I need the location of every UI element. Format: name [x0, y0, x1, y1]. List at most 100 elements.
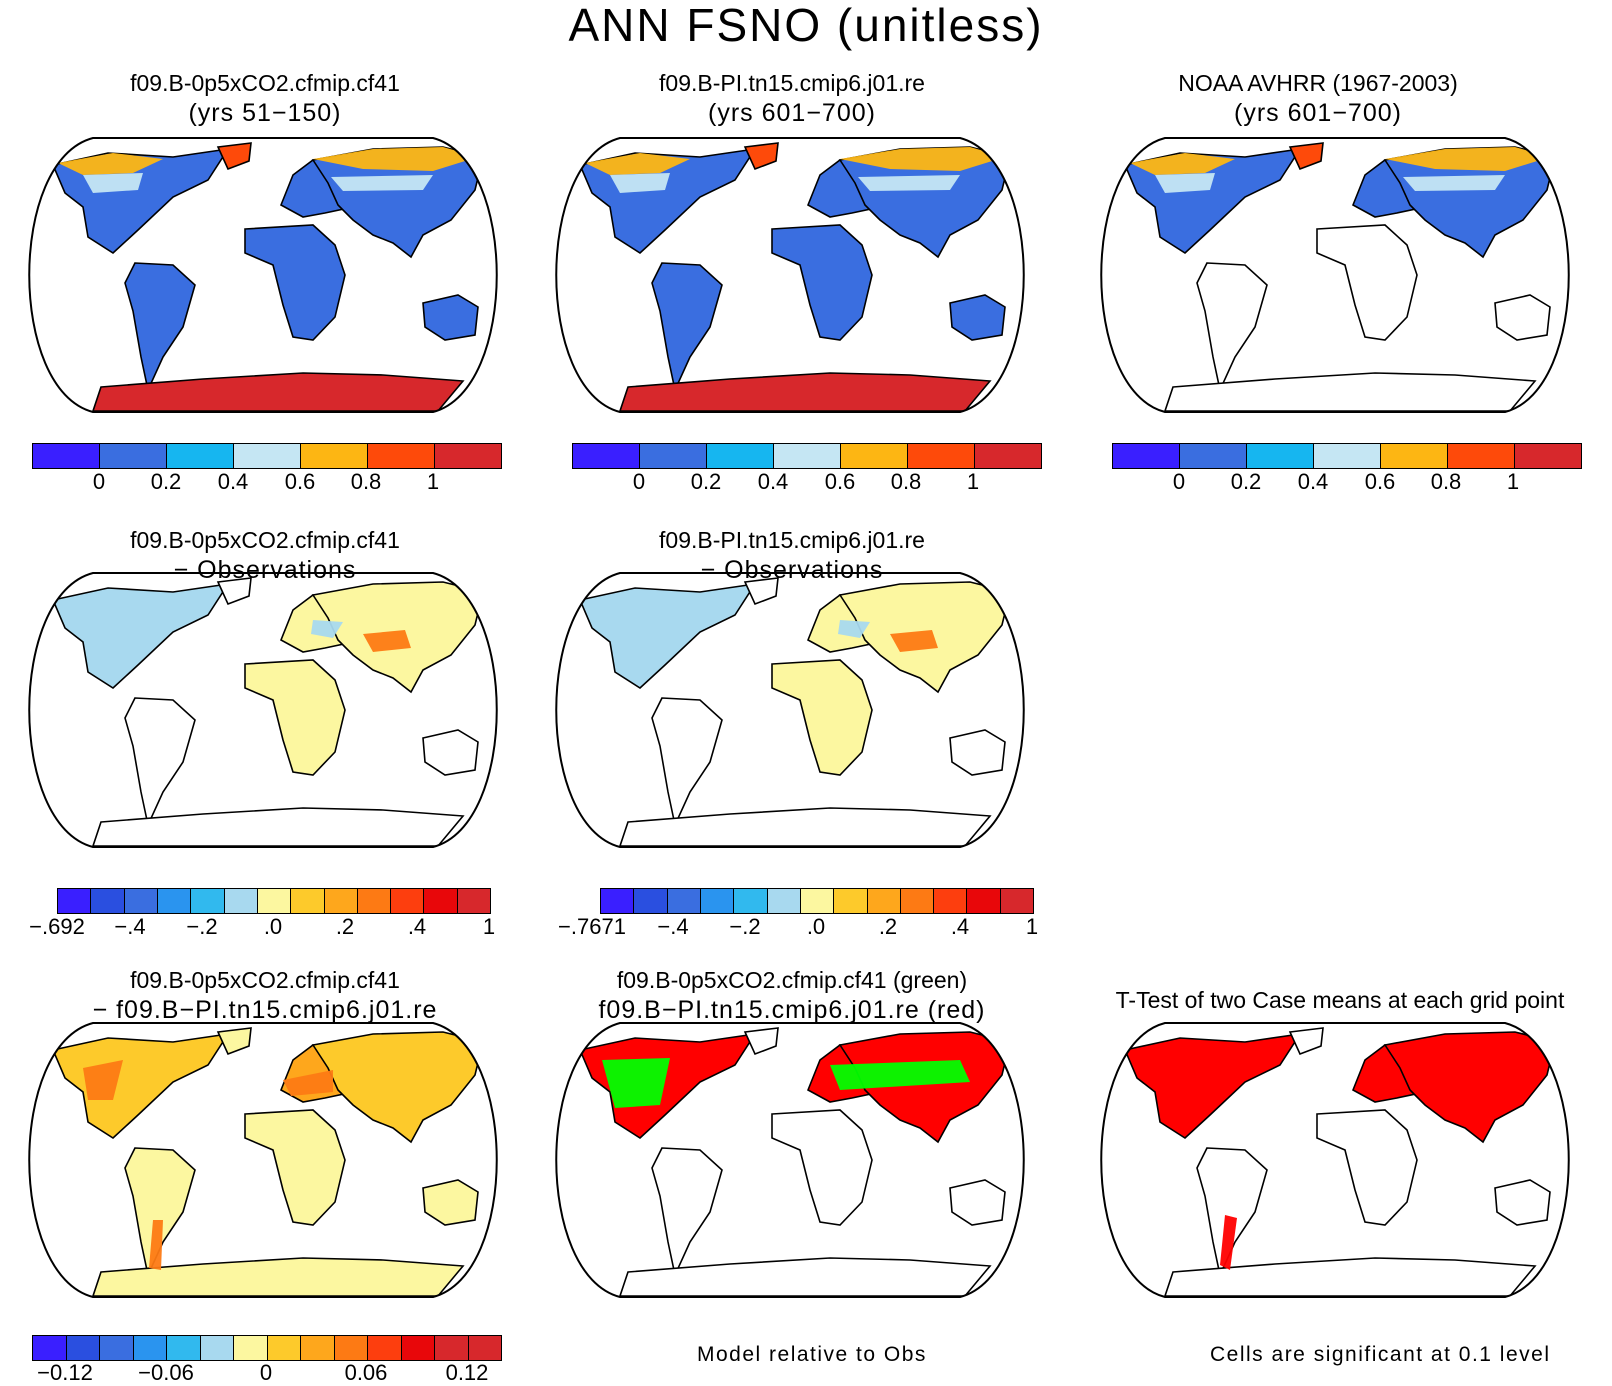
colorbar-swatch [357, 889, 392, 913]
colorbar-swatch [457, 889, 491, 913]
landmass-africa [771, 224, 873, 341]
landmass-samerica [124, 697, 196, 828]
panel-title-line1: NOAA AVHRR (1967-2003) [1178, 70, 1458, 96]
map-panel-case-overlay [555, 1022, 1025, 1298]
colorbar-swatch [424, 889, 458, 913]
landmass-asia [311, 1031, 484, 1144]
field-region [331, 175, 433, 191]
panel-title-case-difference: f09.B-0p5xCO2.cfmip.cf41 − f09.B−PI.tn15… [25, 965, 505, 1025]
map-panel-case-difference [28, 1022, 498, 1298]
colorbar-swatch [191, 889, 225, 913]
colorbar-swatch [291, 889, 325, 913]
tick-label: 0.8 [890, 469, 922, 494]
map-frame [28, 572, 498, 848]
colorbar-case2 [572, 443, 1042, 469]
tick-label: 0.2 [150, 469, 182, 494]
colorbar-swatch [200, 1336, 234, 1360]
tick-label: 0.8 [1430, 469, 1462, 494]
landmass-namerica [578, 1032, 757, 1140]
field-region [890, 630, 938, 652]
landmass-samerica [124, 262, 196, 393]
colorbar-swatch [908, 444, 975, 468]
colorbar-swatch [301, 1336, 335, 1360]
tick-label: 0.6 [1364, 469, 1396, 494]
colorbar-swatch [33, 1336, 67, 1360]
model-relative-to-obs-note: Model relative to Obs [697, 1343, 927, 1366]
panel-title-line1: f09.B-0p5xCO2.cfmip.cf41 [130, 70, 400, 96]
field-region [83, 173, 143, 193]
colorbar-swatch [601, 889, 635, 913]
landmass-samerica [651, 697, 723, 828]
landmass-africa [771, 659, 873, 776]
colorbar-swatch [157, 889, 192, 913]
tick-label: 1 [1025, 914, 1039, 939]
tick-label: .0 [806, 914, 826, 939]
map-panel-obs [1100, 137, 1570, 413]
tick-label: −.4 [114, 914, 146, 939]
tick-label: 0.6 [824, 469, 856, 494]
colorbar-swatch [700, 889, 735, 913]
landmass-australia [1494, 1179, 1551, 1226]
landmass-africa [771, 1109, 873, 1226]
tick-label: −.692 [29, 914, 85, 939]
tick-label: 1 [1506, 469, 1520, 494]
colorbar-swatch [1515, 444, 1581, 468]
tick-label: −0.06 [138, 1360, 194, 1385]
field-region [830, 1060, 970, 1090]
tick-label: .4 [407, 914, 427, 939]
colorbar-swatch [975, 444, 1041, 468]
field-region [602, 1058, 670, 1108]
colorbar-case1-minus-obs [57, 888, 491, 914]
colorbar-swatch [368, 1336, 402, 1360]
landmass-samerica [1196, 1147, 1268, 1278]
colorbar-swatch [841, 444, 908, 468]
landmass-australia [949, 294, 1006, 341]
field-region [1130, 153, 1235, 175]
colorbar-swatch [573, 444, 640, 468]
tick-label: 0 [1172, 469, 1186, 494]
field-region [840, 147, 1005, 171]
colorbar-swatch [100, 444, 167, 468]
panel-title-line1: f09.B-0p5xCO2.cfmip.cf41 [130, 967, 400, 993]
landmass-africa [244, 1109, 346, 1226]
field-region [610, 173, 670, 193]
landmass-namerica [1123, 1032, 1302, 1140]
landmass-australia [422, 1179, 479, 1226]
colorbar-swatch [301, 444, 368, 468]
field-region [149, 1220, 163, 1270]
colorbar-swatch [1113, 444, 1180, 468]
tick-label: 0.2 [1230, 469, 1262, 494]
colorbar-swatch [734, 889, 768, 913]
panel-title-line1: f09.B-0p5xCO2.cfmip.cf41 [130, 527, 400, 553]
colorbar-swatch [667, 889, 701, 913]
landmass-namerica [578, 582, 757, 690]
colorbar-swatch [1381, 444, 1448, 468]
field-region [1403, 175, 1505, 191]
field-region [585, 153, 690, 175]
tick-label: 0 [92, 469, 106, 494]
field-region [1155, 173, 1215, 193]
colorbar-swatch [234, 444, 301, 468]
panel-title-line2: − f09.B−PI.tn15.cmip6.j01.re [92, 996, 438, 1024]
colorbar-swatch [867, 889, 901, 913]
panel-title-line1: T-Test of two Case means at each grid po… [1115, 987, 1565, 1013]
landmass-greenland [216, 1027, 252, 1056]
landmass-australia [949, 1179, 1006, 1226]
colorbar-swatch [91, 889, 125, 913]
tick-label: −.7671 [558, 914, 626, 939]
panel-title-line2: (yrs 601−700) [1234, 99, 1402, 127]
colorbar-swatch [634, 889, 668, 913]
significance-note: Cells are significant at 0.1 level [1210, 1343, 1551, 1366]
colorbar-swatch [234, 1336, 268, 1360]
colorbar-swatch [1000, 889, 1034, 913]
panel-title-line2: f09.B−PI.tn15.cmip6.j01.re (red) [598, 996, 986, 1024]
colorbar-obs [1112, 443, 1582, 469]
panel-title-line1: f09.B-PI.tn15.cmip6.j01.re [659, 527, 925, 553]
landmass-greenland [743, 142, 779, 171]
landmass-africa [244, 224, 346, 341]
colorbar-swatch [934, 889, 968, 913]
landmass-greenland [743, 1027, 779, 1056]
landmass-samerica [1196, 262, 1268, 393]
colorbar-swatch [33, 444, 100, 468]
tick-label: 0.2 [690, 469, 722, 494]
